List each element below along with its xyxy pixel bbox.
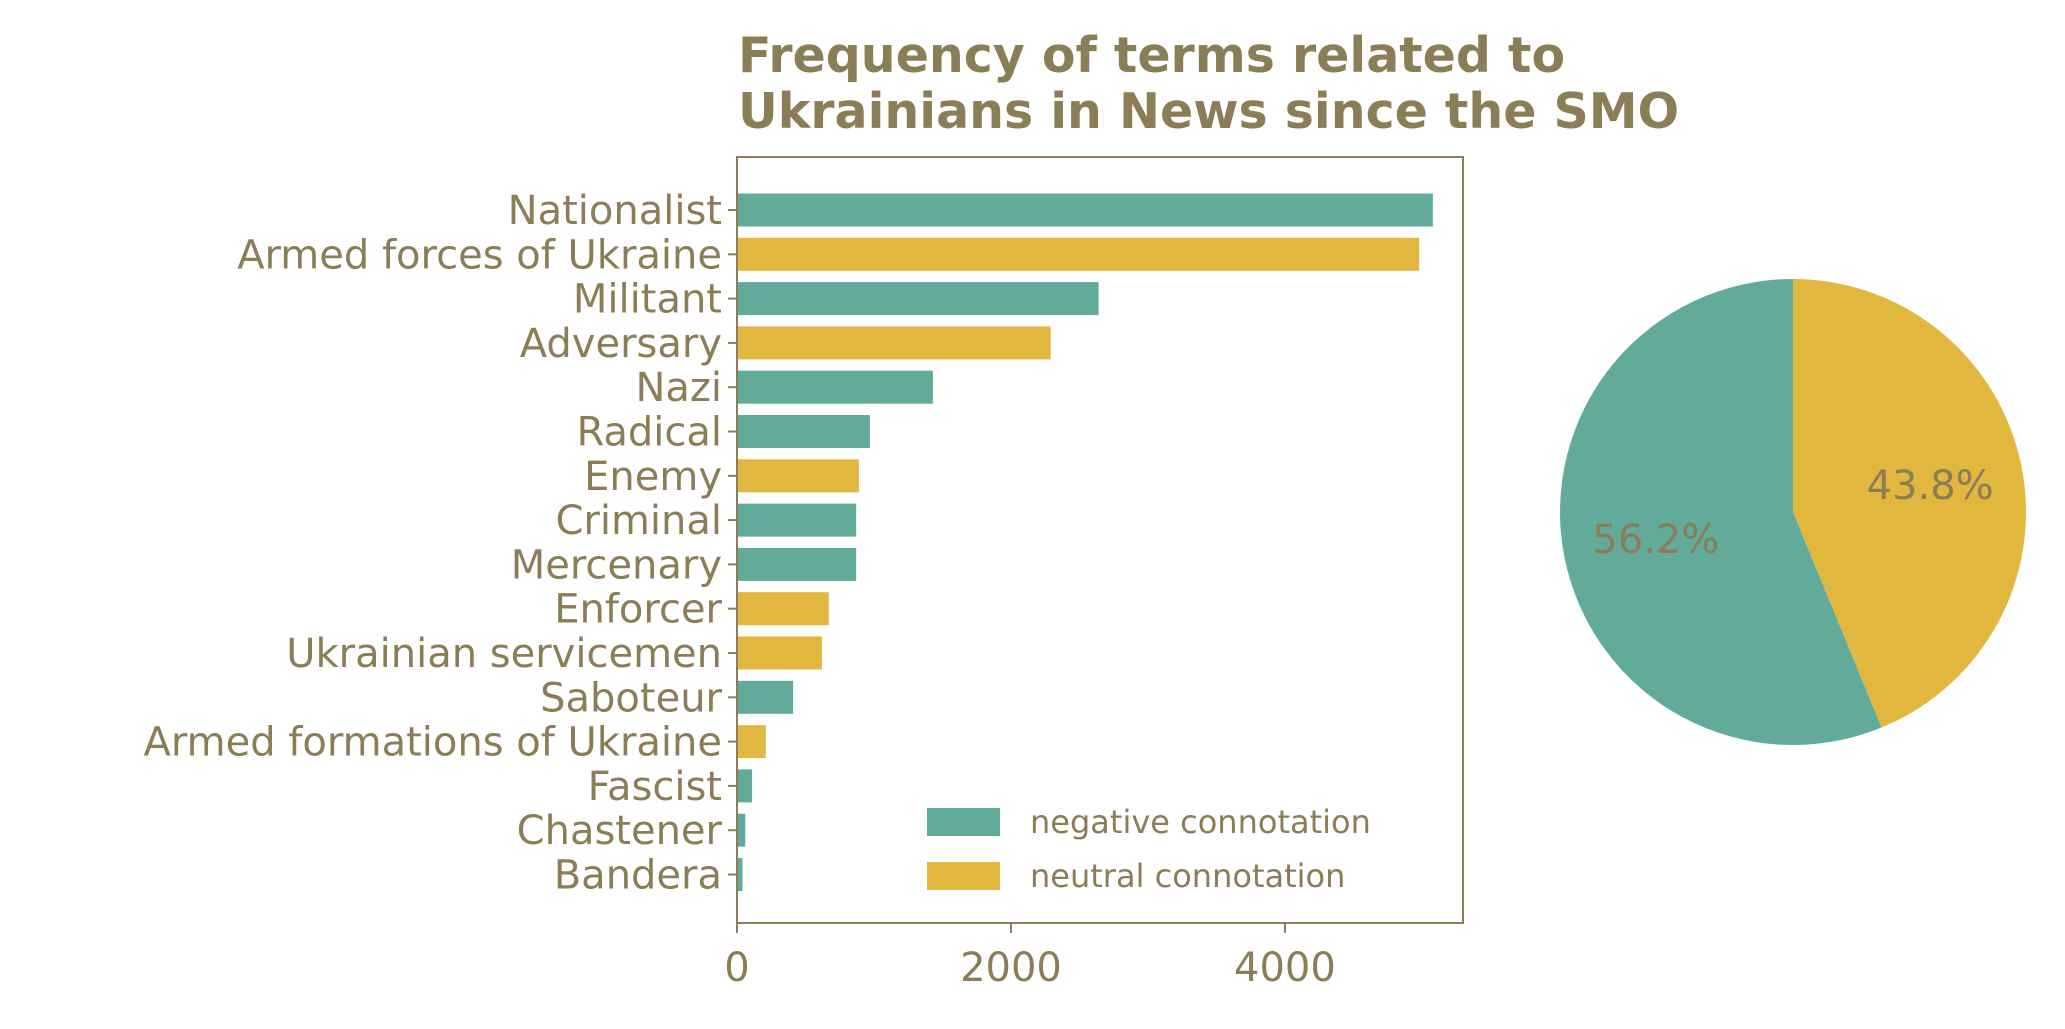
- bar-enforcer: [738, 592, 829, 626]
- bar-armed-forces-of-ukraine: [738, 237, 1420, 271]
- x-tick-label-4000: 4000: [1234, 945, 1336, 991]
- bar-fascist: [738, 769, 753, 803]
- y-tick-label-adversary: Adversary: [520, 321, 722, 367]
- plot-frame: [736, 156, 1464, 924]
- bar-adversary: [738, 326, 1051, 360]
- legend-swatch-negative-connotation: [927, 808, 1000, 836]
- y-tick-label-chastener: Chastener: [517, 808, 723, 854]
- y-tick-label-ukrainian-servicemen: Ukrainian servicemen: [286, 631, 722, 677]
- y-tick-label-enforcer: Enforcer: [554, 587, 722, 633]
- legend-swatch-neutral-connotation: [927, 862, 1000, 890]
- y-tick-label-armed-forces-of-ukraine: Armed forces of Ukraine: [237, 232, 722, 278]
- pie-label-neutral-connotation: 43.8%: [1867, 463, 1994, 509]
- pie-chart: 43.8% 56.2%: [1559, 279, 2026, 745]
- chart-legend: negative connotation neutral connotation: [927, 803, 1371, 895]
- y-tick-label-armed-formations-of-ukraine: Armed formations of Ukraine: [144, 720, 722, 766]
- x-tick-label-2000: 2000: [960, 945, 1062, 991]
- y-tick-label-enemy: Enemy: [584, 454, 722, 500]
- bar-saboteur: [738, 680, 794, 714]
- pie-slice-negative-connotation: [1559, 279, 1882, 745]
- bar-bandera: [738, 858, 743, 891]
- bar-enemy: [738, 459, 859, 493]
- y-tick-label-radical: Radical: [576, 410, 722, 456]
- y-tick-label-saboteur: Saboteur: [540, 675, 722, 721]
- y-tick-label-nationalist: Nationalist: [508, 188, 722, 234]
- chart-title-line-1: Frequency of terms related to: [738, 27, 1565, 84]
- bar-radical: [738, 415, 870, 448]
- pie-label-negative-connotation: 56.2%: [1592, 517, 1719, 563]
- chart-title: Frequency of terms related to Ukrainians…: [738, 27, 1679, 140]
- chart-title-line-2: Ukrainians in News since the SMO: [738, 83, 1679, 140]
- pie-slice-neutral-connotation: [1793, 279, 2026, 728]
- y-tick-label-fascist: Fascist: [588, 764, 722, 810]
- y-tick-label-criminal: Criminal: [555, 498, 722, 544]
- bar-criminal: [738, 503, 857, 537]
- bar-militant: [738, 282, 1099, 316]
- bar-nazi: [738, 370, 933, 404]
- bar-chastener: [738, 813, 746, 847]
- bar-nationalist: [738, 193, 1433, 227]
- bar-armed-formations-of-ukraine: [738, 725, 766, 759]
- bar-mercenary: [738, 547, 857, 581]
- y-tick-label-nazi: Nazi: [635, 365, 722, 411]
- x-tick-label-0: 0: [724, 945, 749, 991]
- bar-ukrainian-servicemen: [738, 636, 822, 670]
- legend-label-neutral-connotation: neutral connotation: [1030, 857, 1345, 895]
- y-tick-label-militant: Militant: [573, 277, 722, 323]
- legend-label-negative-connotation: negative connotation: [1030, 803, 1371, 841]
- y-tick-label-mercenary: Mercenary: [511, 542, 722, 588]
- y-tick-label-bandera: Bandera: [554, 853, 722, 899]
